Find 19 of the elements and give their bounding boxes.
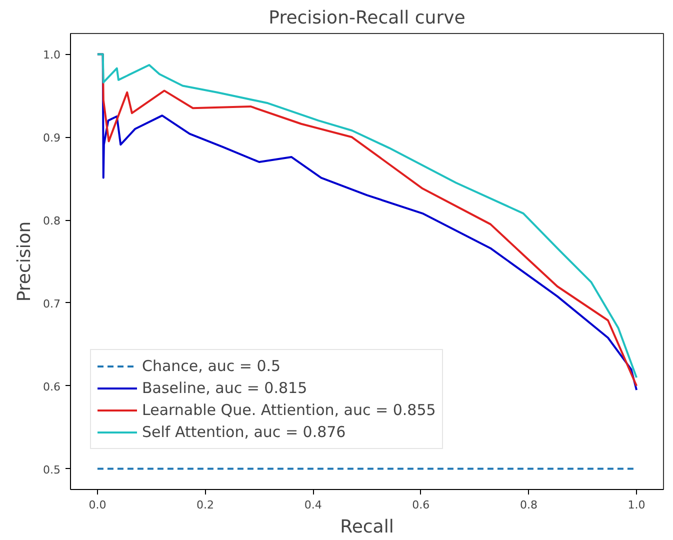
x-axis-title: Recall <box>340 516 394 538</box>
y-tick-label: 0.8 <box>43 214 61 228</box>
x-tick-label: 0.0 <box>88 498 106 512</box>
legend-label: Baseline, auc = 0.815 <box>142 379 308 397</box>
x-tick-label: 0.4 <box>304 498 322 512</box>
y-tick-label: 0.5 <box>43 463 61 476</box>
y-tick-label: 1.0 <box>43 48 61 62</box>
x-tick-label: 1.0 <box>628 498 646 512</box>
legend-label: Self Attention, auc = 0.876 <box>142 423 346 441</box>
x-tick-label: 0.8 <box>520 498 538 512</box>
legend-label: Chance, auc = 0.5 <box>142 357 281 375</box>
legend-label: Learnable Que. Attiention, auc = 0.855 <box>142 401 436 419</box>
x-tick-label: 0.2 <box>196 498 214 512</box>
y-tick-label: 0.9 <box>43 132 61 145</box>
y-tick-label: 0.6 <box>43 380 61 394</box>
y-axis-title: Precision <box>14 221 36 302</box>
y-tick-label: 0.7 <box>43 297 61 310</box>
chart-title: Precision-Recall curve <box>268 8 466 28</box>
x-tick-label: 0.6 <box>412 498 430 512</box>
